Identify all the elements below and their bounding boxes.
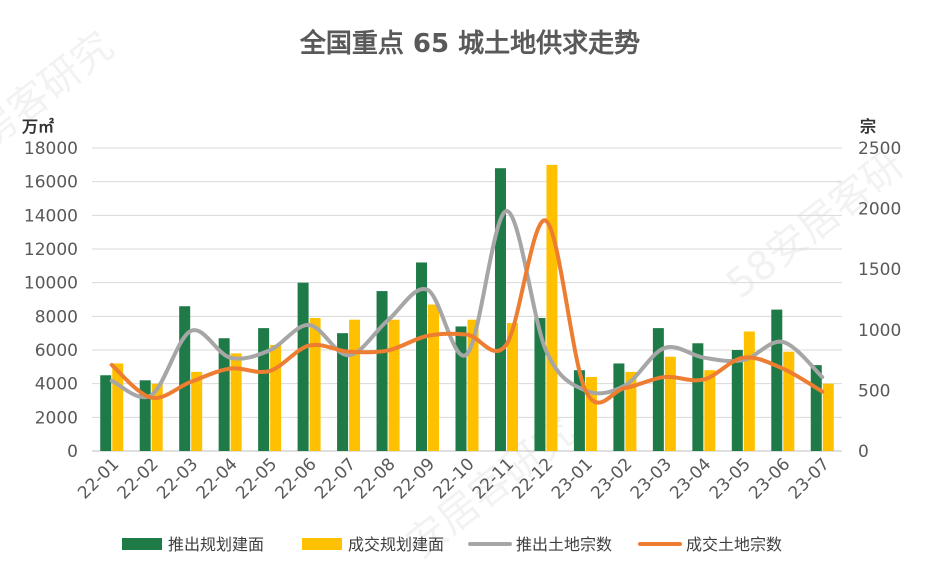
right-tick-label: 1500 — [858, 260, 901, 280]
bar — [573, 370, 585, 451]
legend-label: 成交土地宗数 — [686, 535, 782, 554]
right-tick-label: 1000 — [858, 321, 901, 341]
left-tick-label: 10000 — [24, 274, 78, 294]
left-axis-unit: 万㎡ — [21, 117, 54, 136]
bar — [494, 168, 506, 451]
right-tick-label: 500 — [858, 381, 890, 401]
bar — [625, 371, 637, 451]
bar — [613, 363, 625, 451]
bar — [230, 353, 242, 451]
x-tick-label: 23-02 — [587, 454, 636, 503]
legend-label: 推出土地宗数 — [516, 535, 612, 554]
legend-label: 成交规划建面 — [348, 535, 444, 554]
bar — [258, 328, 270, 451]
bar — [309, 318, 321, 451]
bar — [337, 333, 349, 451]
bar — [731, 350, 743, 451]
bar — [376, 291, 388, 451]
bar — [783, 351, 795, 451]
bar — [810, 365, 822, 451]
x-tick-label: 23-03 — [627, 454, 676, 503]
series-line — [109, 218, 825, 405]
bar — [428, 304, 440, 451]
x-tick-label: 23-04 — [666, 454, 715, 503]
bar — [506, 323, 518, 451]
left-axis-ticks: 0 2000 4000 6000 8000 10000 12000 14000 16000 180… — [24, 139, 78, 462]
x-tick-label: 22-04 — [193, 454, 242, 503]
bar — [743, 331, 755, 451]
bar — [151, 383, 163, 451]
x-tick-label: 22-06 — [272, 454, 321, 503]
bar — [349, 319, 361, 451]
legend-label: 推出规划建面 — [168, 535, 264, 554]
bar — [704, 370, 716, 451]
right-tick-label: 2000 — [858, 200, 901, 220]
lines — [109, 209, 825, 405]
x-tick-label: 23-05 — [706, 454, 755, 503]
series-line — [109, 209, 825, 400]
bar — [771, 309, 783, 451]
left-tick-label: 14000 — [24, 206, 78, 226]
bar — [191, 371, 203, 451]
bar — [455, 326, 467, 451]
right-axis-unit: 宗 — [860, 117, 876, 136]
watermark-text: 房客研究 — [0, 23, 122, 158]
left-tick-label: 0 — [67, 442, 78, 462]
bar — [692, 343, 704, 451]
legend-swatch — [122, 538, 162, 550]
left-tick-label: 12000 — [24, 240, 78, 260]
left-tick-label: 4000 — [35, 375, 78, 395]
right-axis-ticks: 0 500 1000 1500 2000 2500 — [858, 139, 901, 462]
bar — [388, 319, 400, 451]
bar — [664, 356, 676, 451]
x-tick-label: 22-03 — [153, 454, 202, 503]
bar — [218, 338, 230, 451]
x-tick-label: 22-02 — [114, 454, 163, 503]
bar — [534, 318, 546, 451]
x-tick-label: 23-06 — [745, 454, 794, 503]
bar — [585, 376, 597, 451]
right-tick-label: 0 — [858, 442, 869, 462]
bar — [297, 282, 309, 451]
x-tick-label: 22-08 — [351, 454, 400, 503]
bar — [822, 383, 834, 451]
bar — [179, 306, 191, 451]
bars — [100, 164, 834, 452]
gridlines — [92, 147, 842, 452]
left-tick-label: 8000 — [35, 307, 78, 327]
left-tick-label: 16000 — [24, 173, 78, 193]
bar — [270, 344, 282, 451]
bar — [112, 363, 124, 451]
chart-title: 全国重点 65 城土地供求走势 — [299, 28, 640, 59]
bar — [100, 375, 112, 451]
x-tick-label: 22-05 — [232, 454, 281, 503]
right-tick-label: 2500 — [858, 139, 901, 159]
bar — [416, 262, 428, 451]
left-tick-label: 18000 — [24, 139, 78, 159]
x-tick-label: 22-09 — [390, 454, 439, 503]
left-tick-label: 2000 — [35, 408, 78, 428]
bar — [652, 328, 664, 451]
legend-swatch — [302, 538, 342, 550]
x-tick-label: 22-07 — [311, 454, 360, 503]
bar — [467, 319, 479, 451]
legend: 推出规划建面 成交规划建面 推出土地宗数 成交土地宗数 — [122, 535, 782, 554]
x-tick-label: 22-01 — [74, 454, 123, 503]
bar — [546, 164, 558, 452]
left-tick-label: 6000 — [35, 341, 78, 361]
bar — [139, 380, 151, 451]
x-tick-label: 23-07 — [785, 454, 834, 503]
